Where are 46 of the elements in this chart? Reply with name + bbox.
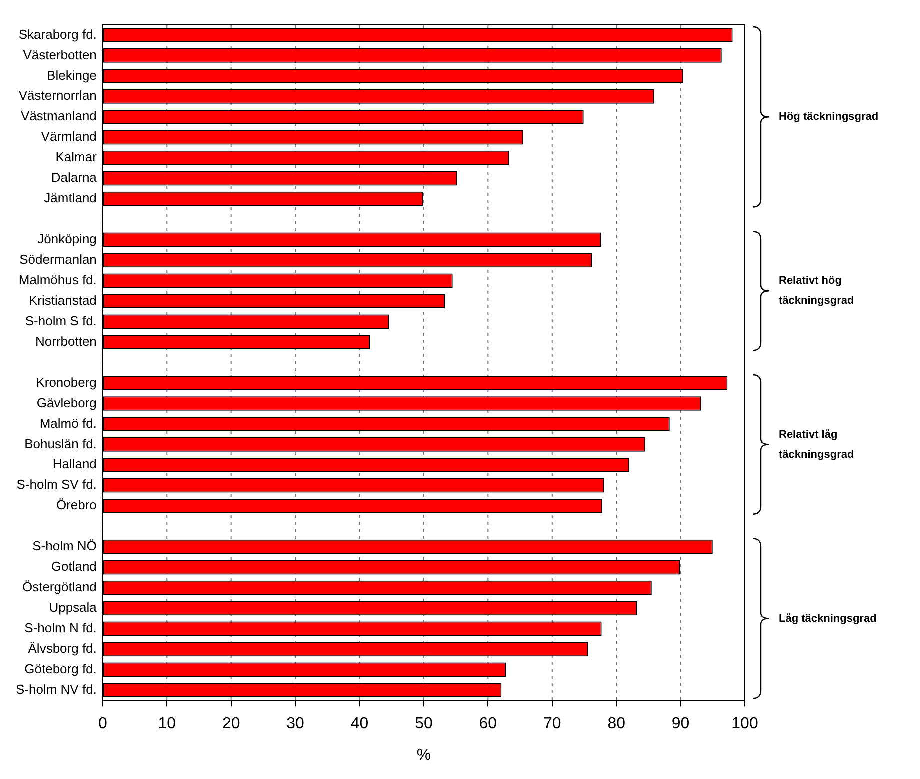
y-tick-label: Jönköping <box>38 232 97 247</box>
x-tick-label: 60 <box>479 716 498 733</box>
y-tick-label: Älvsborg fd. <box>28 640 97 656</box>
y-tick-label: Södermanlan <box>20 252 97 268</box>
x-axis-title: % <box>416 746 432 764</box>
text: Relativt låg täckningsgrad <box>779 428 854 463</box>
x-tick-label: 10 <box>158 716 176 733</box>
y-tick-label: S-holm S fd. <box>25 313 97 328</box>
x-tick-label: 80 <box>608 716 626 733</box>
y-tick-label: Norrbotten <box>35 334 97 349</box>
y-tick-label: Malmö fd. <box>40 416 97 431</box>
y-tick-label: Kristianstad <box>28 292 97 308</box>
y-tick-label: Dalarna <box>51 170 98 186</box>
y-tick-label: Kalmar <box>56 150 98 165</box>
text: Relativt hög täckningsgrad <box>779 274 854 310</box>
x-tick-label: 40 <box>350 716 369 733</box>
y-tick-label: S-holm SV fd. <box>16 477 97 492</box>
x-tick-label: 50 <box>415 716 433 733</box>
text: Låg täckningsgrad <box>779 612 877 627</box>
y-tick-label: Västmanland <box>21 108 97 124</box>
x-tick-label: 70 <box>543 716 562 733</box>
y-tick-label: Östergötland <box>22 580 97 595</box>
y-tick-label: Jämtland <box>44 190 97 206</box>
y-tick-label: Göteborg fd. <box>24 661 97 676</box>
y-tick-label: Västernorrlan <box>18 88 97 104</box>
text: Hög täckningsgrad <box>779 110 879 126</box>
y-tick-label: S-holm N fd. <box>24 620 97 636</box>
y-tick-label: Skaraborg fd. <box>18 26 97 42</box>
y-tick-label: Värmland <box>41 129 97 144</box>
x-tick-label: 30 <box>286 716 305 733</box>
y-tick-label: S-holm NÖ <box>32 538 97 554</box>
y-tick-label: Bohuslän fd. <box>24 436 97 452</box>
y-tick-label: Gotland <box>51 559 97 574</box>
y-tick-label: Halland <box>52 456 97 472</box>
y-tick-label: Västerbotten <box>23 47 97 62</box>
y-tick-label: Kronoberg <box>36 374 97 390</box>
y-tick-label: Blekinge <box>47 68 97 83</box>
x-tick-label: 90 <box>672 716 690 733</box>
y-tick-label: Örebro <box>56 498 97 513</box>
y-tick-label: Uppsala <box>49 600 98 616</box>
y-tick-label: Gävleborg <box>36 395 97 410</box>
y-tick-label: S-holm NV fd. <box>16 682 97 697</box>
x-tick-label: 0 <box>98 716 108 733</box>
x-tick-label: 20 <box>222 716 240 733</box>
y-tick-label: Malmöhus fd. <box>18 272 97 288</box>
x-tick-label: 100 <box>732 716 758 733</box>
